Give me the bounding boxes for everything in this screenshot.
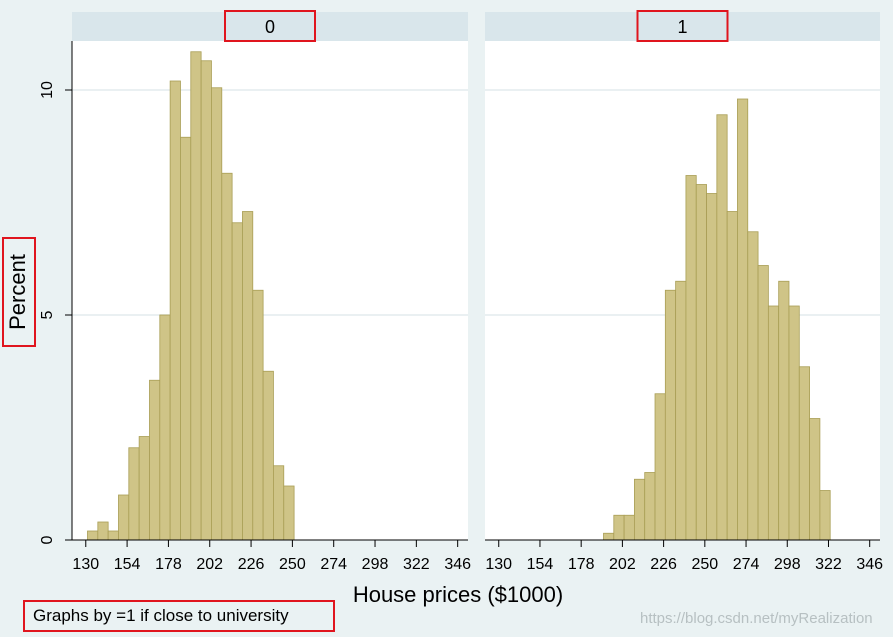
histogram-bar xyxy=(138,436,150,541)
histogram-bar xyxy=(128,447,140,541)
panel-1-strip-highlight xyxy=(636,10,729,42)
histogram-bar xyxy=(788,305,800,541)
x-tick-label: 346 xyxy=(856,556,883,573)
x-tick-label: 202 xyxy=(196,556,223,573)
histogram-bar xyxy=(747,231,759,541)
histogram-bar xyxy=(262,370,274,541)
histogram-bar xyxy=(180,136,192,541)
histogram-bar xyxy=(190,51,202,541)
histogram-bar xyxy=(737,98,749,541)
x-tick-label: 250 xyxy=(691,556,718,573)
histogram-bar xyxy=(819,490,831,541)
histogram-bar xyxy=(644,472,656,541)
x-tick-label: 130 xyxy=(72,556,99,573)
histogram-bar xyxy=(211,87,223,541)
histogram-bar xyxy=(221,172,233,541)
x-tick-label: 322 xyxy=(815,556,842,573)
histogram-bar xyxy=(757,265,769,541)
histogram-bar xyxy=(159,314,171,541)
x-tick-label: 298 xyxy=(362,556,389,573)
panel-1-strip xyxy=(485,12,880,41)
histogram-bar xyxy=(798,366,810,541)
histogram-bar xyxy=(242,211,254,541)
histogram-bar xyxy=(97,521,109,541)
histogram-bar xyxy=(654,393,666,541)
x-tick-label: 274 xyxy=(320,556,347,573)
histogram-bar xyxy=(623,514,635,541)
x-tick-label: 298 xyxy=(774,556,801,573)
panel-1-strip-label: 1 xyxy=(677,17,687,37)
y-axis-title: Percent xyxy=(5,254,30,330)
histogram-bar xyxy=(200,60,212,541)
y-tick-label: 0 xyxy=(39,535,56,544)
histogram-bar xyxy=(675,280,687,541)
histogram-bar xyxy=(695,184,707,541)
histogram-bar xyxy=(87,530,99,541)
histogram-bar xyxy=(716,114,728,541)
histogram-bar xyxy=(613,514,625,541)
histogram-bar xyxy=(118,494,130,541)
x-tick-label: 226 xyxy=(238,556,265,573)
histogram-bar xyxy=(252,289,264,541)
x-tick-label: 202 xyxy=(609,556,636,573)
y-tick-label: 10 xyxy=(39,81,56,99)
watermark: https://blog.csdn.net/myRealization xyxy=(640,610,873,627)
x-tick-label: 226 xyxy=(650,556,677,573)
histogram-bar xyxy=(273,465,285,541)
histogram-bar xyxy=(767,305,780,541)
x-tick-label: 346 xyxy=(444,556,471,573)
histogram-bar xyxy=(169,80,181,541)
histogram-bar xyxy=(283,485,295,541)
y-tick-label: 5 xyxy=(39,310,56,319)
graphs-by-note: Graphs by =1 if close to university xyxy=(23,600,335,632)
x-tick-label: 178 xyxy=(155,556,182,573)
x-tick-label: 154 xyxy=(527,556,554,573)
histogram-bar xyxy=(231,222,243,541)
x-tick-label: 178 xyxy=(568,556,595,573)
x-tick-label: 250 xyxy=(279,556,306,573)
histogram-bar xyxy=(107,530,119,541)
x-tick-label: 154 xyxy=(114,556,141,573)
y-axis-title-highlight xyxy=(2,237,36,347)
x-tick-label: 130 xyxy=(485,556,512,573)
histogram-bar xyxy=(726,211,738,541)
panel-0-strip-highlight xyxy=(224,10,316,42)
x-tick-label: 322 xyxy=(403,556,430,573)
histogram-bar xyxy=(664,289,677,541)
histogram-bar xyxy=(603,532,615,541)
histogram-bar xyxy=(778,280,790,541)
histogram-bar xyxy=(809,418,821,541)
histogram-bar xyxy=(706,193,718,541)
histogram-bar xyxy=(685,175,697,541)
panel-0-strip xyxy=(72,12,468,41)
panel-0-strip-label: 0 xyxy=(265,17,275,37)
histogram-bar xyxy=(149,379,161,541)
histogram-bar xyxy=(634,478,646,541)
x-tick-label: 274 xyxy=(733,556,760,573)
x-axis-title: House prices ($1000) xyxy=(353,582,563,607)
